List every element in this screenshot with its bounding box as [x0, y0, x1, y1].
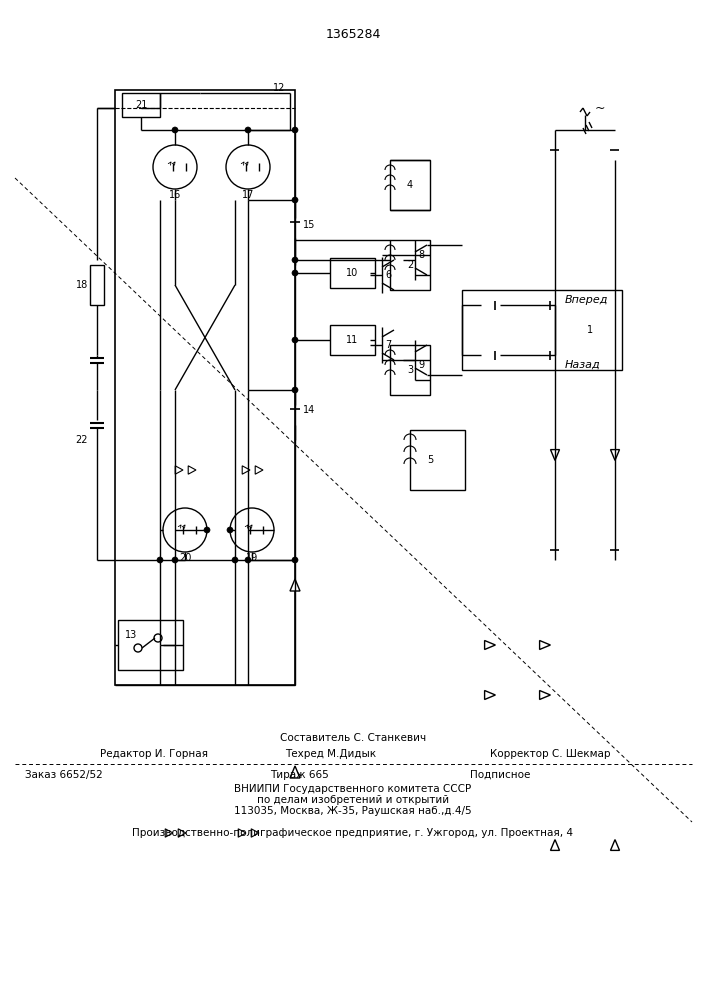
- Text: Тираж 665: Тираж 665: [270, 770, 329, 780]
- Circle shape: [292, 337, 298, 343]
- Text: ВНИИПИ Государственного комитета СССР: ВНИИПИ Государственного комитета СССР: [235, 784, 472, 794]
- Bar: [118, 620, 183, 670]
- Text: 6: 6: [385, 270, 391, 280]
- Bar: [90, 265, 104, 305]
- Text: 5: 5: [427, 455, 433, 465]
- Text: 3: 3: [407, 365, 413, 375]
- Circle shape: [230, 508, 274, 552]
- Polygon shape: [539, 641, 551, 650]
- Text: 2: 2: [407, 260, 413, 270]
- Text: Вперед: Вперед: [565, 295, 609, 305]
- Bar: [390, 160, 430, 210]
- Polygon shape: [255, 466, 263, 474]
- Circle shape: [245, 127, 251, 133]
- Text: 21: 21: [135, 100, 147, 110]
- Text: Заказ 6652/52: Заказ 6652/52: [25, 770, 103, 780]
- Text: по делам изобретений и открытий: по делам изобретений и открытий: [257, 795, 449, 805]
- Text: Техред М.Дидык: Техред М.Дидык: [285, 749, 376, 759]
- Bar: [330, 258, 375, 288]
- Text: 1365284: 1365284: [325, 28, 380, 41]
- Text: Составитель С. Станкевич: Составитель С. Станкевич: [280, 733, 426, 743]
- Text: 12: 12: [273, 83, 285, 93]
- Text: 8: 8: [418, 250, 424, 260]
- Polygon shape: [243, 466, 250, 474]
- Text: 10: 10: [346, 268, 358, 278]
- Circle shape: [292, 257, 298, 263]
- Circle shape: [292, 387, 298, 393]
- Text: 17: 17: [242, 190, 255, 200]
- Circle shape: [292, 127, 298, 133]
- Polygon shape: [251, 829, 259, 837]
- Text: 13: 13: [125, 630, 137, 640]
- Polygon shape: [178, 829, 186, 837]
- Text: Подписное: Подписное: [470, 770, 530, 780]
- Text: 4: 4: [407, 180, 413, 190]
- Polygon shape: [551, 840, 559, 850]
- Text: Редактор И. Горная: Редактор И. Горная: [100, 749, 208, 759]
- Bar: [390, 240, 430, 290]
- Polygon shape: [484, 690, 496, 700]
- Text: 9: 9: [418, 360, 424, 370]
- Text: 19: 19: [246, 553, 258, 563]
- Circle shape: [172, 127, 178, 133]
- Bar: [390, 345, 430, 395]
- Polygon shape: [551, 450, 559, 460]
- Bar: [115, 90, 295, 685]
- Polygon shape: [238, 829, 246, 837]
- Text: Корректор С. Шекмар: Корректор С. Шекмар: [490, 749, 611, 759]
- Circle shape: [172, 557, 178, 563]
- Circle shape: [204, 527, 210, 533]
- Polygon shape: [290, 766, 300, 778]
- Circle shape: [163, 508, 207, 552]
- Text: ~: ~: [595, 102, 605, 114]
- Circle shape: [154, 634, 162, 642]
- Circle shape: [226, 145, 270, 189]
- Circle shape: [157, 557, 163, 563]
- Circle shape: [232, 557, 238, 563]
- Bar: [122, 93, 160, 117]
- Text: 14: 14: [303, 405, 315, 415]
- Text: 16: 16: [169, 190, 181, 200]
- Text: 1: 1: [587, 325, 593, 335]
- Circle shape: [245, 557, 251, 563]
- Polygon shape: [611, 840, 619, 850]
- Polygon shape: [290, 579, 300, 591]
- Text: 20: 20: [179, 553, 191, 563]
- Circle shape: [227, 527, 233, 533]
- Polygon shape: [611, 450, 619, 460]
- Bar: [410, 430, 465, 490]
- Circle shape: [292, 197, 298, 203]
- Polygon shape: [188, 466, 196, 474]
- Polygon shape: [539, 690, 551, 700]
- Polygon shape: [165, 829, 173, 837]
- Polygon shape: [175, 466, 183, 474]
- Text: Назад: Назад: [565, 360, 601, 370]
- Circle shape: [134, 644, 142, 652]
- Polygon shape: [484, 641, 496, 650]
- Text: 18: 18: [76, 280, 88, 290]
- Text: 7: 7: [385, 340, 391, 350]
- Bar: [330, 325, 375, 355]
- Text: 113035, Москва, Ж-35, Раушская наб.,д.4/5: 113035, Москва, Ж-35, Раушская наб.,д.4/…: [234, 806, 472, 816]
- Circle shape: [292, 270, 298, 276]
- Circle shape: [153, 145, 197, 189]
- Circle shape: [292, 557, 298, 563]
- Text: Производственно-полиграфическое предприятие, г. Ужгород, ул. Проектная, 4: Производственно-полиграфическое предприя…: [132, 828, 573, 838]
- Text: 15: 15: [303, 220, 315, 230]
- Text: 22: 22: [76, 435, 88, 445]
- Text: 11: 11: [346, 335, 358, 345]
- Bar: [462, 290, 622, 370]
